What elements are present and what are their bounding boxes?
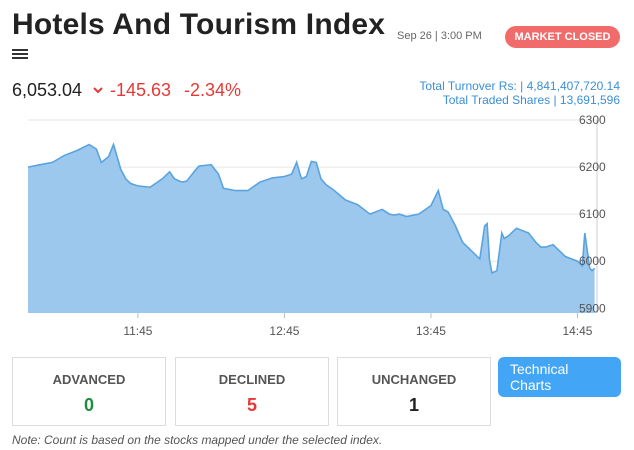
unchanged-count: 1 xyxy=(408,395,419,415)
menu-icon[interactable] xyxy=(12,49,28,62)
series-area xyxy=(28,144,595,313)
page-title: Hotels And Tourism Index xyxy=(12,8,386,41)
y-tick-label: 6000 xyxy=(579,254,606,268)
x-tick-label: 12:45 xyxy=(269,324,299,338)
y-tick-label: 6100 xyxy=(579,207,606,221)
market-status-badge: MARKET CLOSED xyxy=(505,26,620,48)
x-tick-label: 13:45 xyxy=(416,324,446,338)
timestamp: Sep 26 | 3:00 PM xyxy=(397,30,482,42)
declined-count: 5 xyxy=(246,395,257,415)
x-tick-label: 11:45 xyxy=(123,324,152,338)
unchanged-label: UNCHANGED xyxy=(371,372,457,387)
index-price: 6,053.04 xyxy=(12,80,83,100)
series-line xyxy=(27,142,596,275)
y-tick-label: 6200 xyxy=(579,160,606,174)
advanced-card: ADVANCED 0 xyxy=(12,357,166,426)
x-tick-label: 14:45 xyxy=(562,324,592,338)
unchanged-card: UNCHANGED 1 xyxy=(337,357,491,426)
chevron-down-icon xyxy=(93,87,103,94)
y-tick-label: 5900 xyxy=(579,301,606,315)
turnover-summary: Total Turnover Rs: | 4,841,407,720.14 To… xyxy=(419,79,620,107)
price-change: -145.63 xyxy=(110,80,172,100)
declined-card: DECLINED 5 xyxy=(175,357,329,426)
declined-label: DECLINED xyxy=(218,372,286,387)
total-traded-shares: Total Traded Shares | 13,691,596 xyxy=(442,93,620,107)
technical-charts-button[interactable]: Technical Charts xyxy=(498,357,621,397)
advanced-label: ADVANCED xyxy=(52,372,126,387)
advanced-count: 0 xyxy=(83,395,94,415)
index-area-chart[interactable]: 6300 6200 6100 6000 5900 11:45 12:45 13:45 14:4… xyxy=(0,108,634,340)
total-turnover: Total Turnover Rs: | 4,841,407,720.14 xyxy=(419,79,620,93)
footnote: Note: Count is based on the stocks mappe… xyxy=(12,433,383,447)
percent-change: -2.34% xyxy=(184,80,242,100)
y-tick-label: 6300 xyxy=(579,113,606,127)
